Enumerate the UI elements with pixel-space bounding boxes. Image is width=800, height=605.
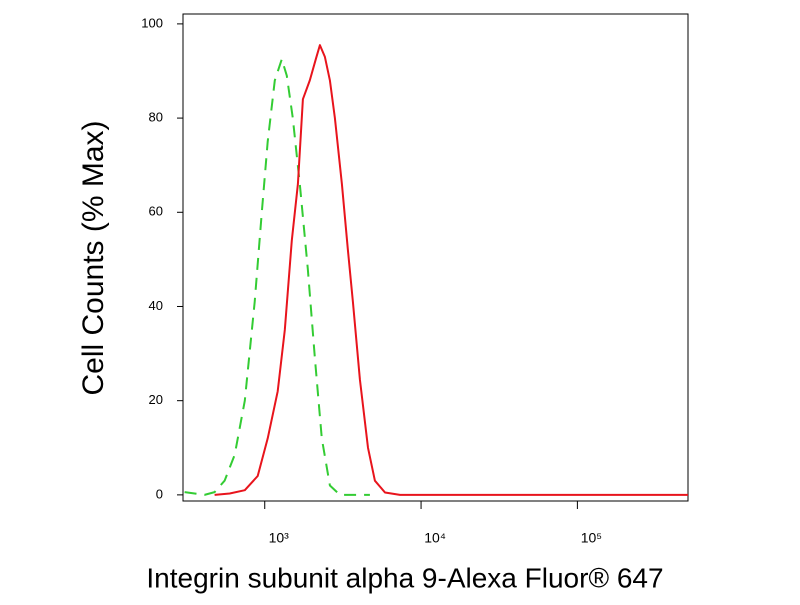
plot-frame — [182, 13, 689, 502]
x-tick-label: 10³ — [269, 530, 290, 546]
y-axis-label: Cell Counts (% Max) — [77, 120, 110, 395]
x-tick-label: 10⁵ — [581, 530, 602, 546]
y-tick-label: 0 — [156, 486, 163, 501]
x-tick-label: 10⁴ — [424, 530, 446, 546]
series-line — [214, 44, 688, 496]
x-axis-label: Integrin subunit alpha 9-Alexa Fluor® 64… — [146, 562, 663, 593]
y-tick-label: 40 — [149, 298, 163, 313]
series-line — [184, 58, 370, 496]
y-tick-label: 20 — [149, 392, 163, 407]
y-tick-label: 100 — [141, 15, 163, 30]
y-tick-label: 60 — [149, 204, 163, 219]
y-tick-label: 80 — [149, 110, 163, 125]
